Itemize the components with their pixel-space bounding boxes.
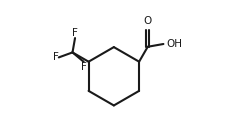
- Text: F: F: [53, 52, 59, 62]
- Text: O: O: [144, 16, 152, 26]
- Text: OH: OH: [167, 39, 183, 49]
- Text: F: F: [81, 62, 87, 72]
- Text: F: F: [72, 28, 78, 38]
